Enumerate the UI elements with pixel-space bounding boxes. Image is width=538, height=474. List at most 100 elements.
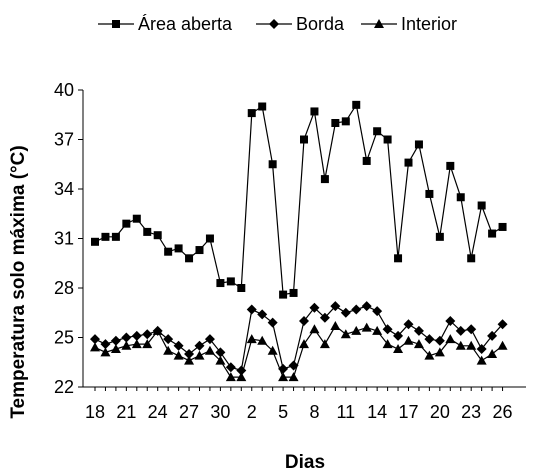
- data-point: [226, 277, 235, 286]
- data-point: [204, 345, 215, 355]
- x-tick-label: 18: [85, 402, 105, 422]
- data-point: [488, 229, 497, 238]
- series-layer: [90, 100, 508, 382]
- data-point: [173, 350, 184, 360]
- data-point: [467, 254, 476, 263]
- data-point: [497, 340, 508, 350]
- x-tick-label: 17: [398, 402, 418, 422]
- data-point: [132, 214, 141, 223]
- data-point: [257, 309, 268, 320]
- data-point: [330, 301, 341, 312]
- data-point: [477, 201, 486, 210]
- x-tick-label: 30: [210, 402, 230, 422]
- data-point: [194, 350, 205, 360]
- data-point: [372, 325, 383, 335]
- data-point: [413, 339, 424, 349]
- data-point: [435, 232, 444, 241]
- x-tick-label: 2: [247, 402, 257, 422]
- y-axis-title: Temperatura solo máxima (°C): [8, 145, 29, 418]
- data-point: [110, 335, 121, 346]
- data-point: [174, 244, 183, 253]
- data-point: [476, 344, 487, 355]
- series-3: [90, 320, 508, 382]
- data-point: [194, 340, 205, 351]
- data-point: [131, 330, 142, 341]
- data-point: [413, 325, 424, 336]
- data-point: [466, 324, 477, 335]
- data-point: [393, 344, 404, 354]
- data-point: [445, 334, 456, 344]
- data-point: [100, 339, 111, 350]
- legend-item: Borda: [256, 14, 345, 34]
- x-tick-label: 8: [309, 402, 319, 422]
- data-point: [319, 339, 330, 349]
- data-point: [164, 247, 173, 256]
- data-point: [142, 329, 153, 340]
- data-point: [153, 231, 162, 240]
- data-point: [121, 332, 132, 343]
- data-point: [236, 372, 247, 382]
- y-tick-label: 25: [54, 328, 74, 348]
- data-point: [456, 193, 465, 202]
- data-point: [225, 362, 236, 373]
- data-point: [237, 284, 246, 292]
- data-point: [90, 342, 100, 352]
- data-point: [246, 304, 257, 315]
- data-point: [445, 316, 456, 326]
- data-point: [424, 334, 435, 345]
- data-point: [299, 339, 309, 349]
- data-point: [319, 312, 330, 323]
- x-tick-label: 27: [179, 402, 199, 422]
- data-point: [152, 325, 163, 335]
- data-point: [258, 102, 267, 111]
- data-point: [414, 140, 423, 149]
- x-tick-label: 23: [461, 402, 481, 422]
- x-tick-label: 21: [116, 402, 136, 422]
- data-point: [267, 317, 278, 328]
- data-point: [320, 175, 329, 184]
- data-point: [173, 340, 184, 351]
- data-point: [361, 322, 372, 332]
- legend-marker: [269, 19, 279, 29]
- data-point: [185, 254, 194, 263]
- data-point: [425, 189, 434, 198]
- x-tick-label: 26: [493, 402, 513, 422]
- legend-marker: [112, 20, 120, 28]
- data-point: [142, 339, 153, 349]
- y-tick-label: 40: [54, 80, 74, 100]
- x-tick-label: 14: [367, 402, 387, 422]
- data-point: [143, 227, 152, 236]
- data-point: [215, 355, 226, 365]
- data-point: [403, 319, 414, 330]
- data-point: [330, 320, 341, 330]
- x-tick-label: 5: [278, 402, 288, 422]
- data-point: [434, 347, 445, 357]
- data-point: [279, 290, 288, 299]
- y-tick-label: 28: [54, 278, 74, 298]
- data-point: [122, 219, 131, 228]
- data-point: [299, 316, 309, 326]
- data-point: [373, 127, 382, 136]
- data-point: [476, 355, 487, 365]
- legend-label: Área aberta: [138, 14, 233, 34]
- data-point: [341, 117, 350, 126]
- data-point: [91, 237, 99, 246]
- x-tick-label: 20: [430, 402, 450, 422]
- data-point: [268, 160, 277, 169]
- series-line: [94, 305, 503, 372]
- data-point: [131, 339, 142, 349]
- data-point: [383, 135, 392, 144]
- data-point: [331, 119, 340, 127]
- data-point: [110, 344, 121, 354]
- data-point: [288, 372, 299, 382]
- legend-item: Interior: [361, 14, 457, 34]
- x-axis-title: Dias: [285, 452, 325, 473]
- data-point: [205, 234, 214, 243]
- data-point: [90, 334, 100, 345]
- data-point: [184, 355, 195, 365]
- data-point: [310, 107, 319, 116]
- legend-label: Interior: [401, 14, 457, 34]
- data-point: [466, 340, 477, 350]
- data-point: [351, 325, 362, 335]
- data-point: [352, 100, 361, 109]
